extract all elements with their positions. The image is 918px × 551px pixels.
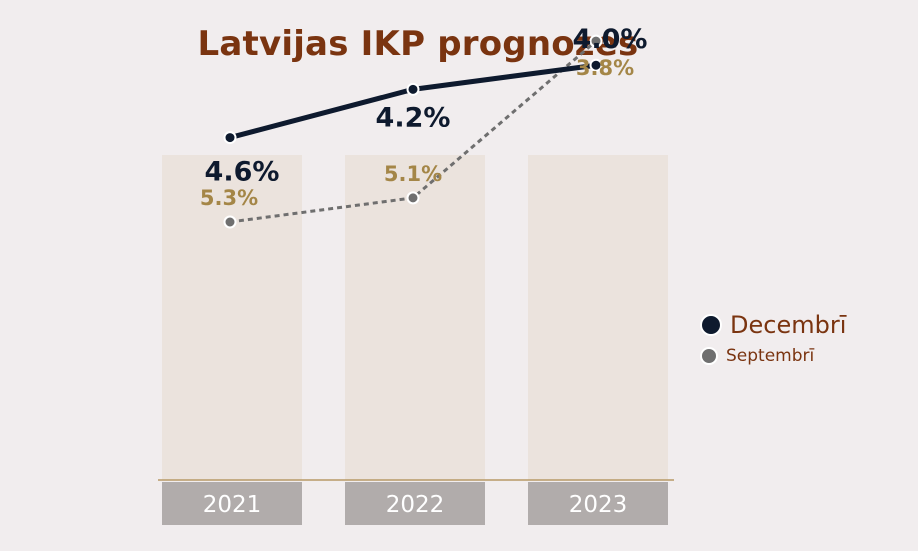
chart-title: Latvijas IKP prognozes [197,24,639,64]
category-box-2021 [162,482,302,525]
data-label-decembri-2022: 4.2% [376,102,451,133]
point-septembri-2021 [223,215,237,229]
column-bg-2021 [162,155,302,480]
x-tick-label-2022: 2022 [386,492,445,518]
legend-label-septembri: Septembrī [726,346,815,366]
column-bg-2022 [345,155,485,480]
point-decembri-2023 [589,58,603,72]
column-bg-2023 [528,155,668,480]
point-septembri-2023 [589,34,603,48]
legend-label-decembri: Decembrī [730,311,847,339]
legend-item-decembri: Decembrī [700,311,846,339]
data-label-septembri-2022: 5.1% [384,162,442,186]
category-box-2023 [528,482,668,525]
data-label-septembri-2023: 3.8% [576,56,634,80]
x-tick-label-2021: 2021 [203,492,262,518]
legend-dot-septembri [700,347,718,365]
x-tick-label-2023: 2023 [569,492,628,518]
point-decembri-2021 [223,131,237,145]
legend-dot-decembri [700,314,722,336]
data-label-septembri-2021: 5.3% [200,186,258,210]
point-decembri-2022 [406,82,420,96]
legend-item-septembri: Septembrī [700,346,814,366]
data-label-decembri-2023: 4.0% [573,24,648,55]
point-septembri-2022 [406,191,420,205]
data-label-decembri-2021: 4.6% [205,157,280,188]
category-box-2022 [345,482,485,525]
